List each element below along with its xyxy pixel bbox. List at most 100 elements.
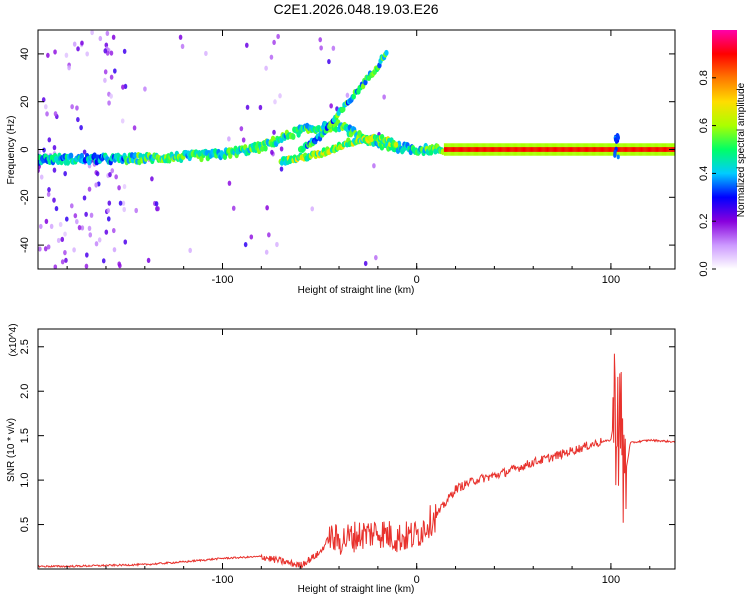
spectrogram-ridge-core (580, 147, 582, 152)
spectrogram-ridge-core (562, 147, 564, 152)
spectrogram-noise-point (204, 50, 208, 57)
snr-x-tick-label: 100 (602, 574, 620, 586)
spectrogram-ridge-core (635, 147, 637, 152)
spectrogram-noise-point (245, 42, 249, 48)
spectrogram-noise-point (111, 34, 116, 40)
spectrogram-ridge-core (582, 147, 584, 152)
snr-x-ticks: -100 0 100 (66, 329, 651, 586)
spectrogram-ridge-core (473, 147, 476, 152)
spectrogram-ridge-core (459, 147, 462, 152)
spectrogram-noise-point (85, 252, 89, 258)
spectrogram-ridge-core (579, 147, 581, 152)
spectrogram-ridge-core (468, 147, 470, 152)
spectrogram-noise-point (243, 241, 248, 248)
spectrogram-ridge-core (469, 147, 471, 152)
spectrogram-noise-point (245, 104, 250, 110)
spectrogram-ridge-core (479, 147, 481, 152)
spectrogram-ridge-core (545, 147, 547, 152)
spectrogram-ridge-core (522, 147, 525, 152)
spectrogram-noise-point (58, 221, 63, 228)
snr-y-tick-label: 1.5 (19, 428, 31, 443)
spectrogram-noise-point (272, 39, 276, 46)
spectrogram-ridge-core (660, 147, 662, 152)
spectrogram-noise-point (109, 93, 113, 99)
spectrogram-ridge-point (263, 145, 268, 152)
spectrogram-ridge-core (493, 147, 495, 152)
spectrogram-ridge-core (489, 147, 492, 152)
spectrogram-ridge-core (462, 147, 464, 152)
spectrogram-ridge-core (621, 147, 623, 152)
spectrogram-ridge-core (485, 147, 487, 152)
spectrogram-ridge-core (568, 147, 571, 152)
spectrogram-ridge-core (664, 147, 667, 152)
spectrogram-ridge-core (643, 147, 645, 152)
spectrogram-y-tick-label: 40 (19, 48, 31, 60)
spectrogram-noise-point (45, 111, 49, 117)
spectrogram-ridge-core (481, 147, 483, 152)
spectrogram-ridge-core (642, 147, 644, 152)
spectrogram-y-tick-label: 20 (19, 96, 31, 108)
spectrogram-noise-point (101, 258, 106, 264)
spectrogram-noise-point (75, 219, 79, 225)
spectrogram-ridge-core (478, 147, 480, 152)
spectrogram-ridge-core (567, 147, 569, 152)
spectrogram-ridge-core (544, 147, 546, 152)
spectrogram-ridge-core (595, 147, 597, 152)
snr-x-tick-label: -100 (211, 574, 233, 586)
spectrogram-ridge-core (646, 147, 649, 152)
snr-x-axis-label: Height of straight line (km) (298, 584, 415, 595)
spectrogram-ridge-core (506, 147, 509, 152)
colorbar-tick-label: 0.8 (698, 70, 710, 85)
spectrogram-ridge-core (465, 147, 467, 152)
spectrogram-ridge-core (454, 147, 456, 152)
spectrogram-ridge-core (471, 147, 473, 152)
spectrogram-ridge-core (456, 147, 458, 152)
spectrogram-ridge-core (606, 147, 608, 152)
spectrogram-ridge-core (477, 147, 479, 152)
colorbar-scale (712, 30, 737, 269)
spectrogram-ridge-core (480, 147, 482, 152)
spectrogram-noise-point (84, 263, 89, 269)
spectrogram-noise-point (103, 69, 108, 75)
spectrogram-ridge-core (528, 147, 530, 152)
spectrogram-noise-point (53, 111, 58, 117)
spectrogram-noise-point (227, 136, 231, 142)
spectrogram-noise-point (52, 145, 57, 151)
spectrogram-noise-point (46, 191, 51, 197)
spectrogram-ridge-core (620, 147, 622, 152)
spectrogram-noise-point (345, 92, 350, 98)
spectrogram-ridge-core (581, 147, 583, 152)
spectrogram-ridge-core (499, 147, 501, 152)
spectrogram-ridge-core (574, 147, 576, 152)
spectrogram-y-tick-label: -20 (19, 189, 31, 205)
snr-y-tick-label: 0.5 (19, 517, 31, 532)
spectrogram-ridge-core (576, 147, 578, 152)
spectrogram-ridge-core (639, 147, 641, 152)
spectrogram-noise-point (42, 147, 46, 153)
spectrogram-ridge-core (589, 147, 591, 152)
spectrogram-y-tick-label: -40 (19, 237, 31, 253)
spectrogram-noise-point (79, 125, 83, 131)
spectrogram-ridge-core (466, 147, 468, 152)
spectrogram-noise-point (106, 207, 111, 214)
spectrogram-noise-point (122, 48, 127, 54)
spectrogram-ridge-core (543, 147, 545, 152)
spectrogram-ridge-core (619, 147, 621, 152)
spectrogram-ridge-core (565, 147, 567, 152)
spectrogram-ridge-core (594, 147, 596, 152)
spectrogram-ridge-core (573, 147, 575, 152)
spectrogram-ridge-core (645, 147, 647, 152)
spectrogram-ridge-core (604, 147, 606, 152)
spectrogram-ridge-core (472, 147, 474, 152)
spectrogram-noise-point (112, 247, 117, 253)
spectrogram-noise-point (82, 195, 87, 201)
spectrogram-ridge-core (556, 147, 558, 152)
snr-series-line (38, 353, 675, 569)
spectrogram-ridge-core (532, 147, 534, 152)
spectrogram-ridge-core (453, 147, 455, 152)
spectrogram-noise-point (154, 201, 159, 207)
spectrogram-x-axis-label: Height of straight line (km) (298, 285, 415, 296)
spectrogram-ridge-core (650, 147, 652, 152)
colorbar-ticks: 0.0 0.2 0.4 0.6 0.8 (698, 70, 716, 277)
spectrogram-noise-point (80, 40, 84, 46)
